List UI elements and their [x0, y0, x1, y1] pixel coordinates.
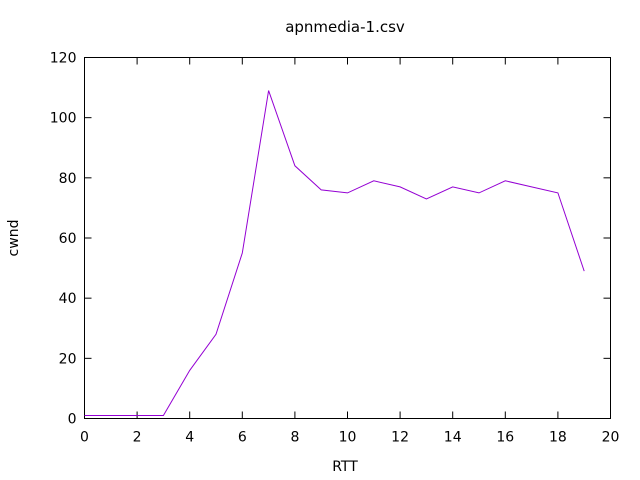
x-tick-label: 20: [602, 430, 620, 446]
y-tick-label: 0: [68, 412, 77, 428]
y-tick-label: 40: [59, 291, 77, 307]
y-axis: 0 20 40 60 80 100 120: [50, 51, 611, 428]
series-group: [84, 90, 585, 416]
plot-frame: [84, 57, 611, 419]
y-axis-label: cwnd: [6, 220, 22, 257]
x-tick-label: 18: [549, 430, 567, 446]
x-tick-label: 0: [80, 430, 89, 446]
y-tick-label: 100: [50, 111, 77, 127]
y-tick-label: 60: [59, 231, 77, 247]
x-tick-label: 14: [444, 430, 462, 446]
x-tick-label: 6: [238, 430, 247, 446]
y-tick-label: 80: [59, 171, 77, 187]
x-tick-label: 2: [133, 430, 142, 446]
y-tick-label: 20: [59, 351, 77, 367]
chart-title: apnmedia-1.csv: [285, 18, 405, 36]
x-tick-label: 4: [185, 430, 194, 446]
x-tick-label: 12: [391, 430, 409, 446]
x-tick-label: 8: [290, 430, 299, 446]
x-tick-label: 10: [339, 430, 357, 446]
x-axis-label: RTT: [332, 459, 358, 475]
series-line: [84, 90, 585, 416]
x-tick-label: 16: [496, 430, 514, 446]
x-axis: 0 2 4 6 8 10 12 14 16 18 20: [80, 57, 620, 446]
y-tick-label: 120: [50, 51, 77, 67]
